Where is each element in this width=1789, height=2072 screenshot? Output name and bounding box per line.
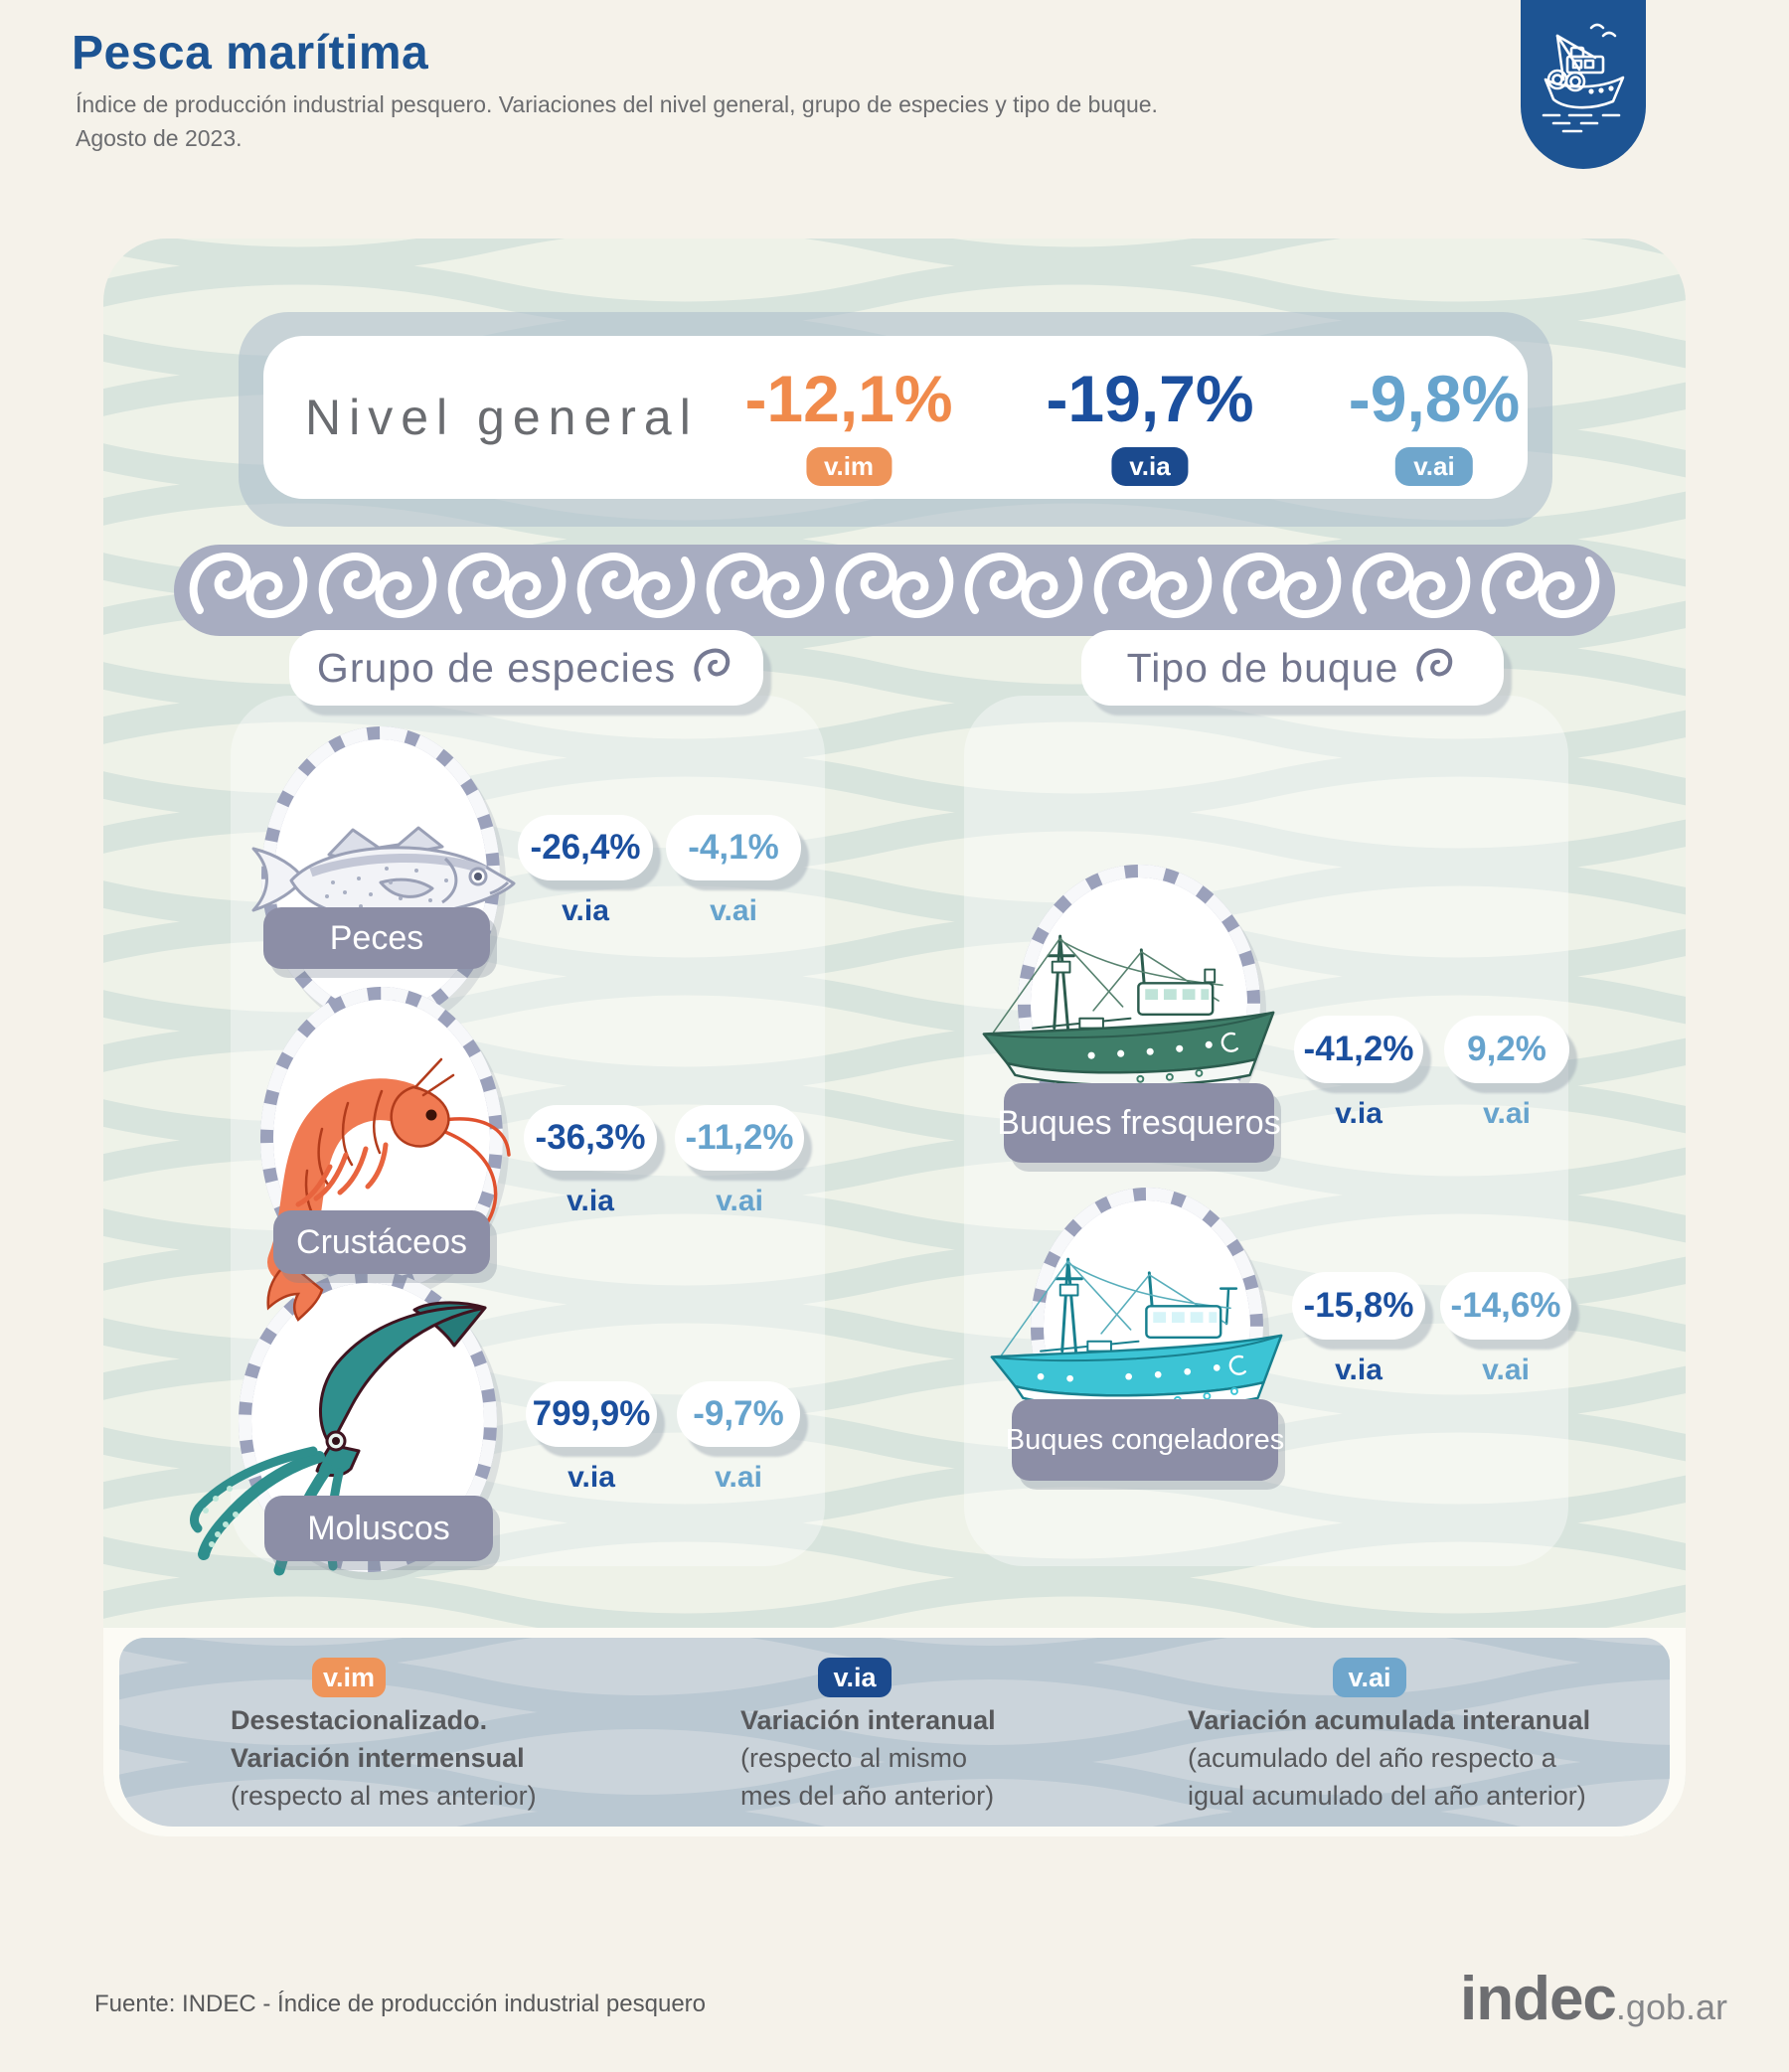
via-tag-label: v.ia bbox=[1335, 1354, 1382, 1386]
hook-knot-decorative-band bbox=[174, 545, 1615, 636]
indec-logo: indec bbox=[1459, 1965, 1617, 2033]
wave-pattern-legend bbox=[119, 1638, 1670, 1827]
vai-tag-label: v.ai bbox=[715, 1461, 762, 1494]
section-title-especies: Grupo de especies bbox=[289, 630, 763, 706]
via-tag-badge: v.ia bbox=[1111, 447, 1189, 487]
hook-icon bbox=[1414, 646, 1458, 691]
via-tag-label: v.ia bbox=[562, 894, 609, 927]
gob-ar-suffix: .gob.ar bbox=[1615, 1987, 1727, 2027]
subtitle-line-1: Índice de producción industrial pesquero… bbox=[76, 91, 1158, 117]
legend-vim-badge: v.im bbox=[312, 1658, 386, 1697]
vai-tag-label: v.ai bbox=[710, 894, 757, 927]
hook-icon bbox=[692, 646, 735, 691]
via-tag-label: v.ia bbox=[567, 1185, 614, 1217]
vai-tag-label: v.ai bbox=[1483, 1097, 1531, 1130]
legend-via-badge: v.ia bbox=[818, 1658, 892, 1697]
source-note: Fuente: INDEC - Índice de producción ind… bbox=[94, 1991, 706, 2017]
moluscos-vai-value: -9,7% bbox=[677, 1381, 800, 1447]
legend-band: v.im Desestacionalizado. Variación inter… bbox=[119, 1638, 1670, 1827]
main-panel: Nivel general -12,1% v.im -19,7% v.ia -9… bbox=[103, 239, 1686, 1836]
peces-via-value: -26,4% bbox=[518, 815, 653, 880]
species-label-moluscos: Moluscos bbox=[264, 1496, 493, 1561]
vai-tag-label: v.ai bbox=[1482, 1354, 1530, 1386]
crustaceos-via-value: -36,3% bbox=[524, 1105, 657, 1171]
indec-gob-ar-link[interactable]: indec .gob.ar bbox=[1460, 1964, 1727, 2034]
section-title-buques: Tipo de buque bbox=[1081, 630, 1504, 706]
page-title: Pesca marítima bbox=[72, 27, 429, 80]
species-label-peces: Peces bbox=[263, 907, 490, 969]
nivel-general-vai-value: -9,8% bbox=[1348, 362, 1521, 435]
subtitle-line-2: Agosto de 2023. bbox=[76, 125, 243, 151]
legend-vim-text: Desestacionalizado. Variación intermensu… bbox=[231, 1705, 537, 1811]
page-subtitle: Índice de producción industrial pesquero… bbox=[76, 87, 1387, 155]
vim-tag-badge: v.im bbox=[805, 447, 893, 487]
legend-vai-badge: v.ai bbox=[1333, 1658, 1406, 1697]
nivel-general-label: Nivel general bbox=[305, 390, 699, 445]
vai-tag-badge: v.ai bbox=[1395, 447, 1473, 487]
vessel-label-congeladores: Buques congeladores bbox=[1006, 1399, 1284, 1481]
moluscos-via-value: 799,9% bbox=[526, 1381, 657, 1447]
buques-title-label: Tipo de buque bbox=[1126, 644, 1399, 691]
hook-pattern-icon bbox=[189, 553, 1600, 618]
especies-title-label: Grupo de especies bbox=[316, 644, 677, 691]
species-label-crustaceos: Crustáceos bbox=[273, 1210, 490, 1274]
via-tag-label: v.ia bbox=[1335, 1097, 1382, 1130]
nivel-general-vai-group: -9,8% v.ai bbox=[1348, 362, 1521, 487]
fish-icon bbox=[242, 821, 530, 945]
nivel-general-via-group: -19,7% v.ia bbox=[1046, 362, 1254, 487]
trawler-green-icon bbox=[974, 909, 1287, 1103]
fresqueros-via-value: -41,2% bbox=[1294, 1016, 1423, 1083]
indec-boat-badge bbox=[1521, 0, 1646, 169]
nivel-general-vim-value: -12,1% bbox=[744, 362, 953, 435]
nivel-general-via-value: -19,7% bbox=[1046, 362, 1254, 435]
nivel-general-banner-frame: Nivel general -12,1% v.im -19,7% v.ia -9… bbox=[239, 312, 1552, 527]
trawler-cyan-icon bbox=[982, 1232, 1295, 1426]
congeladores-via-value: -15,8% bbox=[1292, 1272, 1425, 1340]
vessel-label-fresqueros: Buques fresqueros bbox=[997, 1083, 1281, 1163]
congeladores-vai-value: -14,6% bbox=[1440, 1272, 1571, 1340]
peces-vai-value: -4,1% bbox=[666, 815, 801, 880]
nivel-general-vim-group: -12,1% v.im bbox=[744, 362, 953, 487]
fresqueros-vai-value: 9,2% bbox=[1444, 1016, 1569, 1083]
vai-tag-label: v.ai bbox=[716, 1185, 763, 1217]
legend-vai-text: Variación acumulada interanual (acumulad… bbox=[1188, 1705, 1591, 1811]
legend-via-text: Variación interanual (respecto al mismo … bbox=[740, 1705, 996, 1811]
via-tag-label: v.ia bbox=[568, 1461, 615, 1494]
crustaceos-vai-value: -11,2% bbox=[675, 1105, 804, 1171]
nivel-general-banner: Nivel general -12,1% v.im -19,7% v.ia -9… bbox=[263, 336, 1528, 499]
